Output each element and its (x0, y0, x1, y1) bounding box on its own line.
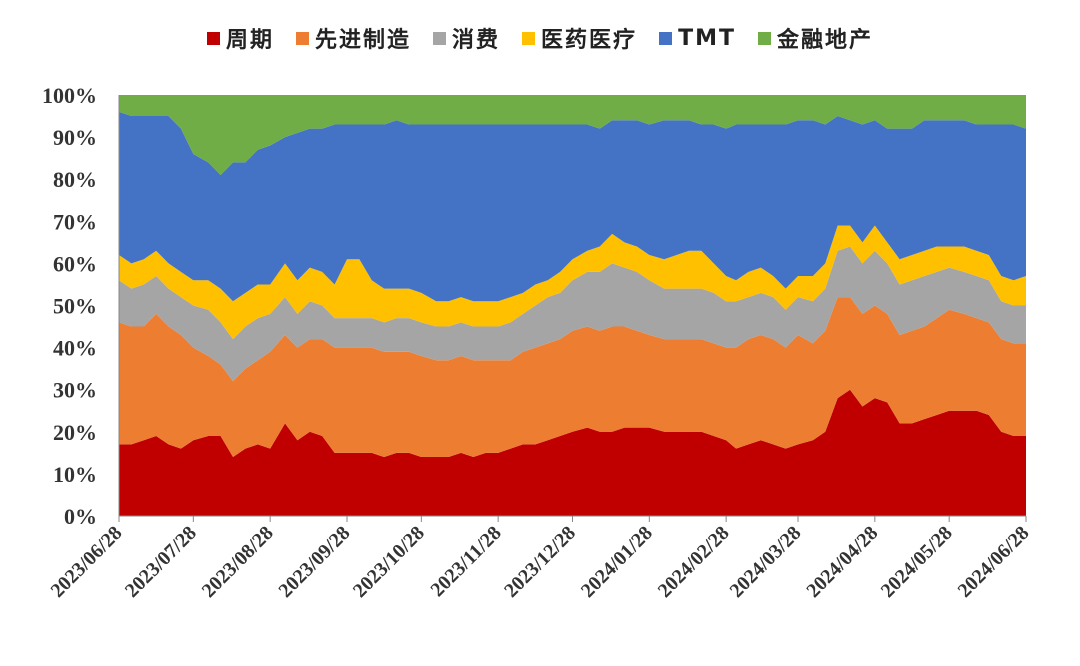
legend-item-4: TMT (659, 26, 736, 51)
y-tick-label: 60% (53, 251, 97, 276)
legend-item-1: 先进制造 (296, 22, 411, 54)
legend-label: 金融地产 (776, 28, 873, 53)
y-tick-label: 50% (53, 294, 97, 319)
legend-label: 先进制造 (315, 28, 412, 53)
y-tick-label: 80% (53, 167, 97, 192)
x-tick-label: 2023/10/28 (349, 522, 429, 602)
legend-label: 消费 (452, 28, 501, 53)
legend-swatch (757, 31, 771, 45)
y-tick-label: 70% (53, 209, 97, 234)
x-tick-label: 2024/03/28 (726, 522, 806, 602)
legend-swatch (296, 31, 310, 45)
area-series-0 (119, 389, 1026, 516)
legend-swatch (659, 31, 673, 45)
legend-label: 周期 (226, 28, 275, 53)
area-series-3 (119, 225, 1026, 340)
x-tick-label: 2024/05/28 (877, 522, 957, 602)
area-series-1 (119, 297, 1026, 458)
legend-item-3: 医药医疗 (522, 22, 637, 54)
y-tick-label: 10% (53, 462, 97, 487)
y-tick-label: 0% (64, 504, 97, 529)
y-tick-label: 100% (42, 83, 97, 108)
x-tick-label: 2024/06/28 (954, 522, 1034, 602)
legend-item-5: 金融地产 (757, 22, 873, 54)
legend-swatch (522, 31, 536, 45)
x-tick-label: 2023/11/28 (426, 522, 505, 601)
x-tick-label: 2023/08/28 (198, 522, 278, 602)
legend-swatch (207, 31, 220, 45)
legend: 周期 先进制造 消费 医药医疗 TMT 金融地产 (0, 22, 1080, 54)
y-tick-label: 40% (53, 336, 97, 361)
x-tick-label: 2024/02/28 (654, 522, 734, 602)
legend-label: 医药医疗 (541, 28, 638, 53)
y-tick-label: 90% (53, 125, 97, 150)
area-series-4 (119, 111, 1026, 302)
x-tick-label: 2023/12/28 (500, 522, 580, 602)
y-tick-label: 30% (53, 378, 97, 403)
legend-label: TMT (678, 25, 736, 51)
area-series-2 (119, 246, 1026, 382)
x-tick-label: 2023/07/28 (121, 522, 201, 602)
legend-swatch (433, 31, 447, 45)
area-series-5 (119, 95, 1026, 175)
x-tick-label: 2023/06/28 (47, 522, 127, 602)
x-tick-label: 2023/09/28 (275, 522, 355, 602)
legend-item-0: 周期 (207, 22, 274, 54)
x-tick-label: 2024/01/28 (577, 522, 657, 602)
x-tick-label: 2024/04/28 (802, 522, 882, 602)
legend-item-2: 消费 (433, 22, 500, 54)
y-tick-label: 20% (53, 420, 97, 445)
